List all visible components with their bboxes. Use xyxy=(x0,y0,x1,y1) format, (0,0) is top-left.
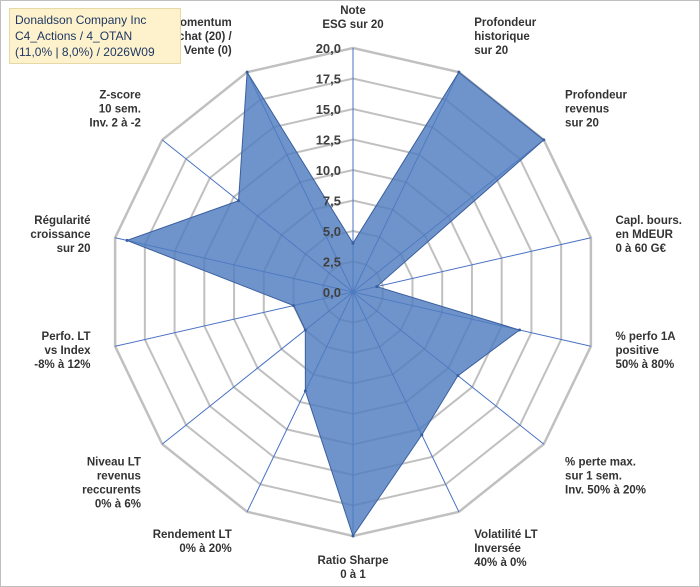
axis-label-line: vs Index xyxy=(45,345,92,357)
axis-label-line: sur 20 xyxy=(474,45,508,57)
title-company: Donaldson Company Inc xyxy=(15,13,147,27)
axis-label-line: Régularité xyxy=(34,215,90,227)
axis-label-line: Profondeur xyxy=(565,89,627,101)
tick-label-6: 15,0 xyxy=(316,102,341,117)
axis-label-line: 0 à 60 G€ xyxy=(615,243,666,255)
axis-label-line: Niveau LT xyxy=(87,457,141,469)
axis-label-line: Achat (20) / xyxy=(170,31,233,43)
data-point-2 xyxy=(542,138,546,142)
data-point-1 xyxy=(457,70,461,74)
axis-label-9: Niveau LT revenus reccurents 0% à 6% xyxy=(82,457,141,511)
axis-label-line: 10 sem. xyxy=(99,103,141,115)
axis-label-line: sur 1 sem. xyxy=(565,471,622,483)
axis-label-line: revenus xyxy=(565,103,609,115)
axis-label-line: Vente (0) xyxy=(184,45,232,57)
axis-label-line: -8% à 12% xyxy=(34,359,90,371)
axis-label-line: % perfo 1A xyxy=(615,331,675,343)
tick-label-8: 20,0 xyxy=(316,41,341,56)
tick-label-5: 12,5 xyxy=(316,133,341,148)
axis-label-line: Momentum xyxy=(170,17,231,29)
axis-label-2: Profondeur revenus sur 20 xyxy=(565,89,627,129)
axis-label-4: % perfo 1A positive 50% à 80% xyxy=(615,331,675,371)
axis-label-line: ESG sur 20 xyxy=(322,19,383,31)
data-point-8 xyxy=(303,389,307,393)
tick-label-2: 5,0 xyxy=(323,224,341,239)
axis-label-6: Volatilité LT Inversée 40% à 0% xyxy=(474,529,537,569)
data-point-13 xyxy=(245,70,249,74)
axis-label-line: % perte max. xyxy=(565,457,636,469)
axis-label-0: Note ESG sur 20 xyxy=(322,5,383,31)
axis-label-line: positive xyxy=(615,345,658,357)
data-point-11 xyxy=(125,238,129,242)
radar-axis-labels: Note ESG sur 20 Profondeur historique sur 20… xyxy=(30,5,681,581)
axis-label-line: en MdEUR xyxy=(615,229,673,241)
axis-label-line: Capl. bours. xyxy=(615,215,681,227)
tick-label-1: 2,5 xyxy=(323,255,341,270)
axis-label-line: sur 20 xyxy=(565,117,599,129)
axis-label-3: Capl. bours. en MdEUR 0 à 60 G€ xyxy=(615,215,681,255)
axis-label-line: Inversée xyxy=(474,543,521,555)
axis-label-13: Momentum Achat (20) / Vente (0) xyxy=(170,17,233,57)
chart-title-box: Donaldson Company Inc C4_Actions / 4_OTA… xyxy=(9,8,181,64)
tick-label-3: 7,5 xyxy=(323,194,341,209)
axis-label-11: Régularité croissance sur 20 xyxy=(30,215,90,255)
tick-label-7: 17,5 xyxy=(316,72,341,87)
axis-label-line: Inv. 2 à -2 xyxy=(89,117,141,129)
data-point-3 xyxy=(375,285,379,289)
data-point-5 xyxy=(456,374,460,378)
axis-label-line: sur 20 xyxy=(57,243,91,255)
axis-label-line: historique xyxy=(474,31,530,43)
axis-label-8: Rendement LT 0% à 20% xyxy=(153,529,232,555)
data-point-12 xyxy=(237,199,241,203)
axis-label-line: Rendement LT xyxy=(153,529,232,541)
axis-label-line: 0% à 6% xyxy=(95,499,141,511)
axis-label-line: Z-score xyxy=(99,89,141,101)
radar-series xyxy=(125,70,546,538)
axis-label-line: croissance xyxy=(30,229,90,241)
title-category: C4_Actions / 4_OTAN xyxy=(15,29,133,43)
data-point-4 xyxy=(518,328,522,332)
axis-label-12: Z-score 10 sem. Inv. 2 à -2 xyxy=(89,89,141,129)
axis-label-line: 40% à 0% xyxy=(474,557,526,569)
title-period: (11,0% | 8,0%) / 2026W09 xyxy=(15,45,155,59)
data-point-10 xyxy=(292,304,296,308)
axis-label-line: Note xyxy=(340,5,366,17)
radar-tick-labels: 0,0 2,5 5,0 7,5 10,0 12,5 15,0 17,5 20,0 xyxy=(316,41,341,300)
axis-label-line: 0% à 20% xyxy=(179,543,231,555)
data-point-0 xyxy=(351,241,355,245)
data-point-9 xyxy=(303,328,307,332)
axis-label-line: 50% à 80% xyxy=(615,359,674,371)
axis-label-line: 0 à 1 xyxy=(340,569,366,581)
axis-label-line: Volatilité LT xyxy=(474,529,537,541)
data-point-7 xyxy=(351,534,355,538)
axis-label-1: Profondeur historique sur 20 xyxy=(474,17,536,57)
tick-label-4: 10,0 xyxy=(316,163,341,178)
tick-label-0: 0,0 xyxy=(323,285,341,300)
axis-label-10: Perfo. LT vs Index -8% à 12% xyxy=(34,331,91,371)
axis-label-line: Ratio Sharpe xyxy=(318,555,389,567)
axis-label-line: Perfo. LT xyxy=(42,331,91,343)
axis-label-line: reccurents xyxy=(82,485,141,497)
axis-label-line: Profondeur xyxy=(474,17,536,29)
axis-label-line: revenus xyxy=(97,471,141,483)
data-point-6 xyxy=(420,433,424,437)
axis-label-line: Inv. 50% à 20% xyxy=(565,485,646,497)
spoke-3 xyxy=(352,237,591,293)
axis-label-7: Ratio Sharpe 0 à 1 xyxy=(318,555,389,581)
axis-label-5: % perte max. sur 1 sem. Inv. 50% à 20% xyxy=(565,457,646,497)
